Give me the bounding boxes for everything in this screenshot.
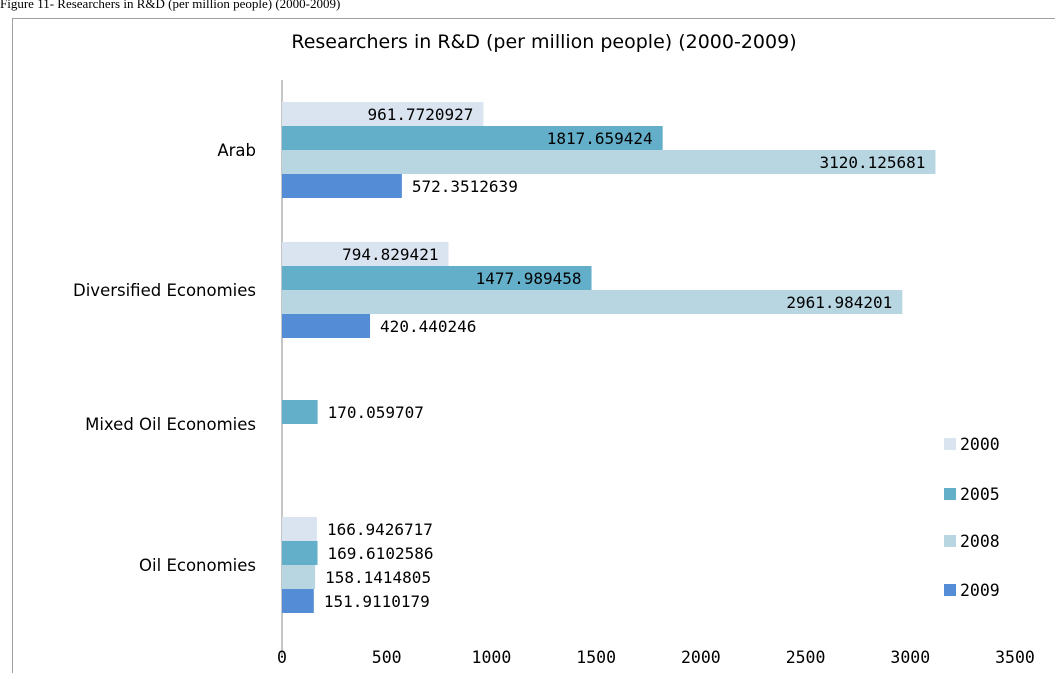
bar-oil-economies-2009 xyxy=(282,589,314,613)
chart-title: Researchers in R&D (per million people) … xyxy=(291,31,796,53)
data-label-oil-economies-2005: 169.6102586 xyxy=(328,544,434,563)
bar-mixed-oil-economies-2005 xyxy=(282,400,318,424)
bar-arab-2000 xyxy=(282,102,484,126)
data-label-arab-2008: 3120.125681 xyxy=(819,153,925,172)
bar-oil-economies-2005 xyxy=(282,541,318,565)
bar-diversified-economies-2005 xyxy=(282,266,592,290)
data-label-arab-2005: 1817.659424 xyxy=(547,129,653,148)
category-label-arab: Arab xyxy=(217,141,256,160)
bar-oil-economies-2008 xyxy=(282,565,316,589)
x-tick-label-2500: 2500 xyxy=(786,648,826,667)
data-label-diversified-economies-2000: 794.829421 xyxy=(342,245,438,264)
plot-area: Arab Diversified Economies Mixed Oil Econo… xyxy=(73,80,1035,667)
bar-diversified-economies-2008 xyxy=(282,290,903,314)
data-label-oil-economies-2000: 166.9426717 xyxy=(327,520,433,539)
category-label-oil-economies: Oil Economies xyxy=(139,556,256,575)
data-label-diversified-economies-2009: 420.440246 xyxy=(380,317,476,336)
bar-oil-economies-2000 xyxy=(282,517,317,541)
legend-swatch-2008 xyxy=(944,535,956,547)
x-tick-label-1000: 1000 xyxy=(472,648,512,667)
legend-label-2000: 2000 xyxy=(960,435,1000,454)
legend-label-2009: 2009 xyxy=(960,581,1000,600)
x-tick-label-3000: 3000 xyxy=(890,648,930,667)
category-label-mixed-oil-economies: Mixed Oil Economies xyxy=(85,415,256,434)
legend-label-2008: 2008 xyxy=(960,532,1000,551)
data-label-arab-2009: 572.3512639 xyxy=(412,177,518,196)
data-label-diversified-economies-2008: 2961.984201 xyxy=(786,293,892,312)
bar-arab-2005 xyxy=(282,126,663,150)
x-tick-label-0: 0 xyxy=(277,648,287,667)
legend-label-2005: 2005 xyxy=(960,485,1000,504)
x-tick-label-1500: 1500 xyxy=(576,648,616,667)
data-label-diversified-economies-2005: 1477.989458 xyxy=(476,269,582,288)
data-label-arab-2000: 961.7720927 xyxy=(367,105,473,124)
bar-diversified-economies-2009 xyxy=(282,314,371,338)
bar-arab-2009 xyxy=(282,174,402,198)
figure-caption: Figure 11- Researchers in R&D (per milli… xyxy=(0,0,341,11)
x-tick-label-500: 500 xyxy=(372,648,402,667)
bar-diversified-economies-2000 xyxy=(282,242,449,266)
x-tick-label-3500: 3500 xyxy=(995,648,1035,667)
bar-arab-2008 xyxy=(282,150,936,174)
data-label-oil-economies-2009: 151.9110179 xyxy=(324,592,430,611)
x-tick-label-2000: 2000 xyxy=(681,648,721,667)
legend-swatch-2005 xyxy=(944,488,956,500)
category-label-diversified-economies: Diversified Economies xyxy=(73,281,256,300)
legend-swatch-2000 xyxy=(944,438,956,450)
legend-swatch-2009 xyxy=(944,584,956,596)
data-label-mixed-oil-economies-2005: 170.059707 xyxy=(328,403,424,422)
data-label-oil-economies-2008: 158.1414805 xyxy=(325,568,431,587)
legend: 2000 2005 2008 2009 xyxy=(944,435,1000,600)
